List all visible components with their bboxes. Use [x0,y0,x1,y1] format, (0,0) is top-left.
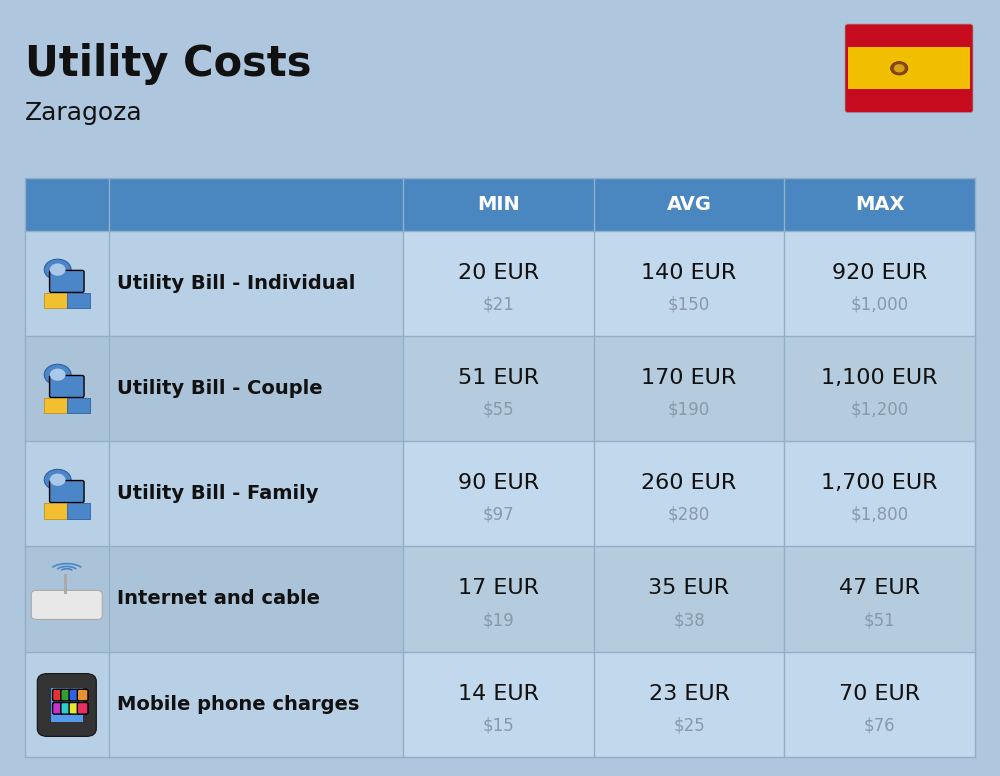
Bar [67,293,90,308]
Text: 1,700 EUR: 1,700 EUR [821,473,938,494]
Text: $76: $76 [864,716,895,734]
Text: $1,800: $1,800 [851,506,909,524]
Text: 17 EUR: 17 EUR [458,578,539,598]
Bar [44,504,67,518]
FancyBboxPatch shape [37,674,96,736]
FancyBboxPatch shape [31,591,102,619]
Text: $51: $51 [864,611,896,629]
Text: AVG: AVG [667,196,712,214]
Text: $97: $97 [483,506,514,524]
Bar [403,546,594,652]
Text: Utility Bill - Couple: Utility Bill - Couple [117,379,322,398]
Text: $1,200: $1,200 [851,401,909,419]
Circle shape [44,259,71,280]
Circle shape [50,369,66,381]
Circle shape [50,264,66,275]
Text: 1,100 EUR: 1,100 EUR [821,369,938,388]
FancyBboxPatch shape [77,689,88,701]
Text: Mobile phone charges: Mobile phone charges [117,695,359,714]
FancyBboxPatch shape [61,689,72,701]
Text: 920 EUR: 920 EUR [832,263,927,283]
Bar [594,546,784,652]
Bar [51,688,83,722]
Text: $150: $150 [668,296,710,314]
FancyBboxPatch shape [61,702,72,714]
Bar [403,336,594,442]
Text: 70 EUR: 70 EUR [839,684,920,704]
Bar [25,652,403,757]
Bar [403,231,594,336]
Text: 47 EUR: 47 EUR [839,578,920,598]
Bar [848,47,970,89]
Text: $15: $15 [483,716,514,734]
Text: $1,000: $1,000 [851,296,909,314]
Bar [784,231,975,336]
Circle shape [894,64,905,72]
Bar [403,652,594,757]
Bar [44,293,67,308]
Bar [67,504,90,518]
Text: 260 EUR: 260 EUR [641,473,737,494]
FancyBboxPatch shape [69,702,80,714]
Text: $25: $25 [673,716,705,734]
Bar [403,178,594,231]
Text: Zaragoza: Zaragoza [25,101,143,125]
Bar [594,178,784,231]
FancyBboxPatch shape [50,270,84,293]
FancyBboxPatch shape [50,376,84,397]
Text: $19: $19 [483,611,514,629]
Text: $190: $190 [668,401,710,419]
FancyBboxPatch shape [845,24,973,113]
FancyBboxPatch shape [69,689,80,701]
Text: $280: $280 [668,506,710,524]
Bar [25,231,403,336]
Text: Utility Bill - Family: Utility Bill - Family [117,484,318,504]
Bar [594,231,784,336]
Text: Utility Bill - Individual: Utility Bill - Individual [117,274,355,293]
FancyBboxPatch shape [53,702,63,714]
Circle shape [44,364,71,385]
Circle shape [891,61,908,75]
Bar [784,546,975,652]
Text: 90 EUR: 90 EUR [458,473,539,494]
Text: 14 EUR: 14 EUR [458,684,539,704]
Text: 20 EUR: 20 EUR [458,263,539,283]
FancyBboxPatch shape [53,689,63,701]
Bar [25,336,403,442]
Text: MIN: MIN [477,196,520,214]
Text: 170 EUR: 170 EUR [641,369,737,388]
Circle shape [50,473,66,486]
Text: $21: $21 [482,296,514,314]
Text: Internet and cable: Internet and cable [117,590,320,608]
Bar [25,178,403,231]
Bar [44,398,67,414]
Text: 51 EUR: 51 EUR [458,369,539,388]
Bar [784,442,975,546]
FancyBboxPatch shape [50,480,84,503]
Text: MAX: MAX [855,196,904,214]
Bar [403,442,594,546]
Bar [784,178,975,231]
Bar [784,336,975,442]
Circle shape [44,469,71,490]
Bar [25,442,403,546]
Bar [67,398,90,414]
Text: $38: $38 [673,611,705,629]
Text: 23 EUR: 23 EUR [649,684,730,704]
Text: $55: $55 [483,401,514,419]
FancyBboxPatch shape [77,702,88,714]
Text: 140 EUR: 140 EUR [641,263,737,283]
Text: 35 EUR: 35 EUR [648,578,730,598]
Bar [784,652,975,757]
Bar [594,336,784,442]
Text: Utility Costs: Utility Costs [25,43,312,85]
Bar [594,442,784,546]
Bar [25,546,403,652]
Bar [594,652,784,757]
Bar [64,574,67,594]
